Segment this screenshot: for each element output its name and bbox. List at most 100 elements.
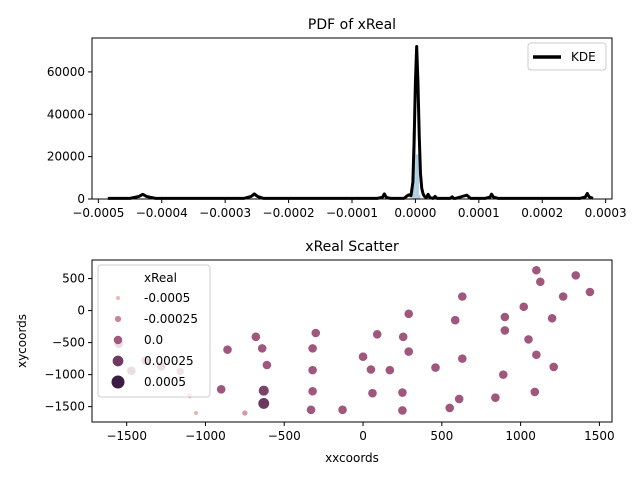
scatter-point: [398, 406, 407, 415]
scatter-legend-marker: [113, 335, 123, 345]
scatter-point: [450, 315, 460, 325]
kde-x-tick-label: −0.0001: [326, 206, 378, 220]
scatter-panel: xReal Scatter −1500 −1000 −500 0 500 1000 1500…: [15, 239, 615, 465]
scatter-y-tick-label: −500: [52, 336, 85, 350]
scatter-point: [498, 370, 508, 379]
scatter-point: [385, 365, 395, 375]
scatter-point: [532, 350, 541, 360]
scatter-y-tick-label: −1500: [44, 400, 85, 414]
kde-legend-box: [527, 42, 607, 71]
scatter-point: [258, 385, 269, 396]
kde-chart-title: PDF of xReal: [308, 17, 396, 33]
scatter-point: [404, 347, 414, 356]
scatter-point: [308, 386, 317, 396]
scatter-legend-marker: [116, 296, 120, 300]
kde-y-tick-label: 20000: [47, 150, 85, 164]
kde-x-tick-label: −0.0004: [136, 206, 188, 220]
scatter-axes-frame: [91, 259, 613, 423]
scatter-x-tick-label: −1500: [106, 429, 147, 443]
kde-y-tick-label: 40000: [47, 107, 85, 121]
kde-x-tick-label: −0.0003: [199, 206, 251, 220]
scatter-point: [308, 344, 317, 353]
kde-x-tick-label: 0.0001: [458, 206, 500, 220]
kde-x-tick-label: 0.0003: [585, 206, 627, 220]
scatter-point: [519, 302, 529, 312]
scatter-point: [500, 312, 510, 322]
scatter-legend: xReal -0.0005 -0.00025 0.0 0.00025 0.0005: [97, 264, 211, 398]
scatter-point: [571, 271, 581, 280]
kde-x-tick-label: 0.0002: [521, 206, 563, 220]
scatter-point: [358, 352, 368, 361]
histogram-bar-2: [418, 194, 421, 199]
scatter-legend-marker: [112, 355, 124, 367]
scatter-point: [258, 397, 270, 409]
kde-y-tick-label: 60000: [47, 65, 85, 79]
scatter-legend-title: xReal: [144, 271, 177, 285]
scatter-legend-entries: -0.0005 -0.00025 0.0 0.00025 0.0005: [111, 291, 198, 389]
scatter-y-tick-label: −1000: [44, 368, 85, 382]
scatter-point: [311, 328, 321, 338]
scatter-point: [262, 360, 272, 370]
scatter-point: [398, 332, 408, 342]
scatter-point: [223, 345, 232, 354]
scatter-point: [491, 393, 500, 402]
kde-legend-label: KDE: [571, 50, 596, 64]
scatter-point: [585, 287, 595, 297]
scatter-point: [257, 344, 267, 353]
kde-x-tick-label: −0.0005: [72, 206, 124, 220]
scatter-legend-marker: [114, 315, 122, 323]
scatter-x-tick-label: 500: [430, 429, 453, 443]
scatter-point: [454, 394, 464, 404]
scatter-y-axis: −1500 −1000 −500 0 500: [44, 272, 92, 414]
kde-y-axis: 0 20000 40000 60000: [47, 65, 92, 206]
scatter-legend-label: -0.0005: [144, 291, 190, 305]
scatter-x-tick-label: 1500: [584, 429, 615, 443]
scatter-point: [549, 362, 558, 372]
scatter-point: [536, 277, 545, 287]
scatter-point: [216, 385, 226, 394]
scatter-point: [524, 335, 533, 344]
scatter-x-label: xxcoords: [325, 451, 379, 465]
scatter-point: [242, 410, 248, 416]
scatter-x-tick-label: 1000: [505, 429, 536, 443]
scatter-x-axis: −1500 −1000 −500 0 500 1000 1500: [106, 422, 615, 443]
scatter-point: [547, 313, 557, 323]
scatter-x-tick-label: −500: [268, 429, 301, 443]
scatter-legend-label: 0.0: [144, 333, 163, 347]
kde-series: [107, 44, 594, 200]
scatter-point: [500, 326, 510, 335]
scatter-point: [251, 332, 261, 342]
scatter-x-tick-label: 0: [359, 429, 367, 443]
scatter-point: [398, 388, 407, 397]
scatter-y-tick-label: 0: [77, 304, 85, 318]
scatter-point: [558, 292, 568, 301]
scatter-point: [193, 410, 199, 416]
kde-x-tick-label: −0.0002: [263, 206, 315, 220]
scatter-point: [532, 265, 541, 275]
scatter-point: [445, 403, 454, 413]
scatter-point: [458, 354, 467, 363]
scatter-legend-marker: [111, 375, 125, 389]
scatter-point: [404, 309, 414, 319]
scatter-legend-box: [97, 264, 211, 398]
scatter-point: [306, 405, 316, 415]
kde-x-axis: −0.0005 −0.0004 −0.0003 −0.0002 −0.0001 0.000…: [72, 199, 627, 220]
scatter-point: [431, 363, 440, 372]
scatter-legend-label: 0.00025: [144, 354, 194, 368]
scatter-point: [368, 388, 377, 398]
scatter-point: [458, 292, 467, 301]
scatter-point: [338, 405, 347, 415]
scatter-x-tick-label: −1000: [185, 429, 226, 443]
scatter-point: [372, 329, 382, 339]
scatter-legend-label: -0.00025: [144, 312, 198, 326]
scatter-point: [530, 387, 540, 397]
scatter-y-label: xycoords: [15, 314, 29, 368]
scatter-legend-label: 0.0005: [144, 375, 186, 389]
scatter-chart-title: xReal Scatter: [305, 239, 399, 255]
histogram-bar-1: [415, 154, 419, 199]
scatter-point: [366, 365, 376, 374]
kde-y-tick-label: 0: [77, 192, 85, 206]
kde-line: [107, 44, 594, 200]
kde-legend: KDE: [527, 42, 607, 71]
